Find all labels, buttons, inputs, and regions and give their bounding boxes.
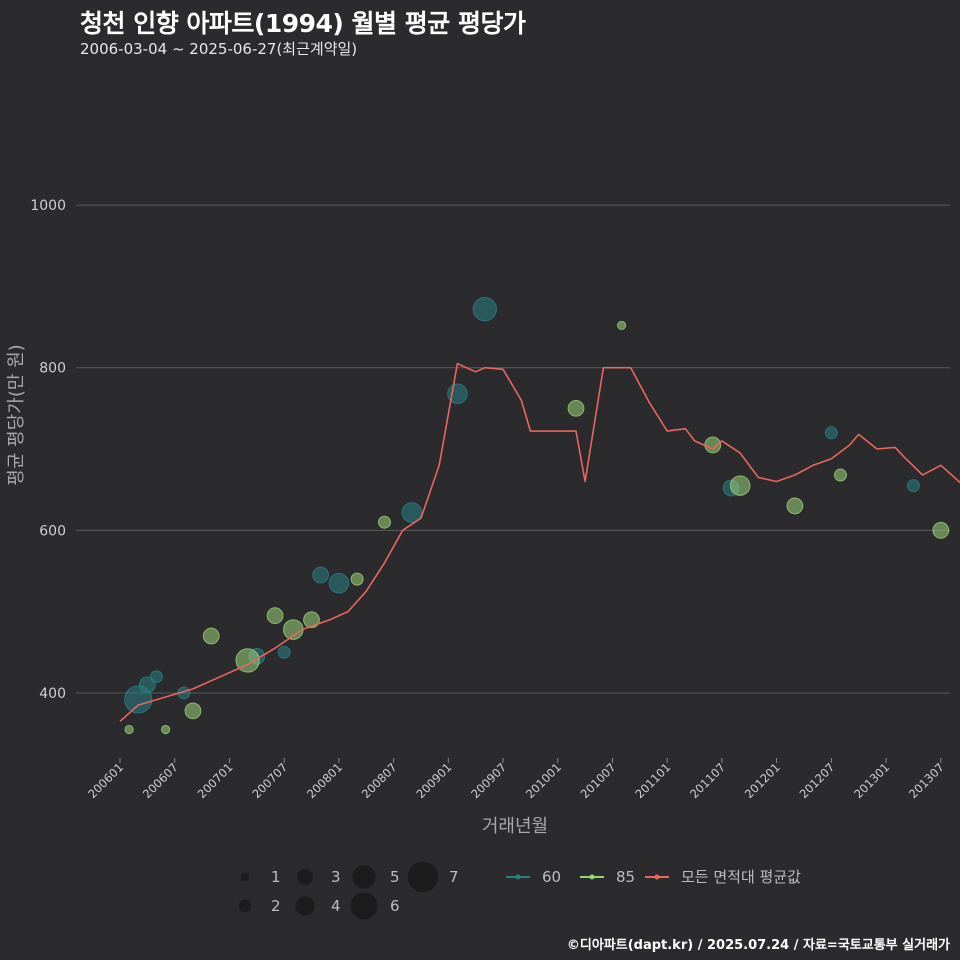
legend-size-label: 4 [331,897,341,915]
grid-lines [76,204,950,694]
point-85 [932,521,950,539]
point-60 [906,479,920,493]
series-60-points [124,296,960,714]
point-85 [617,320,627,331]
x-tick-label: 200601 [85,760,126,801]
x-tick-label: 200607 [140,760,181,801]
x-tick-label: 201007 [578,760,619,801]
point-85 [350,572,364,586]
legend-size-label: 2 [271,897,281,915]
legend-series-label: 85 [616,868,635,886]
point-60 [149,670,163,684]
x-tick-label: 201301 [851,760,892,801]
x-tick-label: 201207 [797,760,838,801]
point-85 [161,724,171,735]
point-85 [729,475,751,496]
point-85 [124,724,134,735]
point-85 [377,515,391,529]
point-85 [202,627,220,645]
legend-series-label: 모든 면적대 평균값 [681,868,801,886]
series-85-points [124,320,950,735]
point-60 [138,676,156,694]
point-85 [303,611,320,629]
legend-size-7 [407,861,439,893]
point-60 [277,645,291,659]
legend: 1 2 3 4 5 6 7 60 85 모든 면적대 평균값 [238,861,801,920]
y-tick-label: 1000 [30,198,66,214]
x-tick-label: 201307 [906,760,947,801]
legend-size-label: 1 [271,868,281,886]
legend-size-5 [352,865,376,889]
x-tick-label: 200801 [304,760,345,801]
average-line-segment [119,362,960,722]
legend-size-4 [295,896,315,916]
legend-series-dot [654,874,660,880]
point-85 [833,468,847,482]
average-line [119,362,960,722]
x-tick-label: 201201 [742,760,783,801]
y-tick-label: 600 [39,523,66,539]
point-60 [312,566,330,584]
legend-size-1 [240,872,250,882]
point-60 [472,296,497,322]
x-tick-label: 201001 [523,760,564,801]
y-tick-label: 800 [39,361,66,377]
legend-size-6 [350,892,378,920]
legend-series-dot [515,874,521,880]
legend-size-3 [296,868,314,886]
point-60 [401,502,423,523]
legend-size-label: 6 [390,897,400,915]
x-tick-label: 200907 [468,760,509,801]
point-60 [824,426,838,440]
point-60 [328,572,350,594]
point-85 [567,399,585,417]
legend-size-2 [238,899,252,913]
x-tick-label: 200901 [413,760,454,801]
point-85 [266,607,284,625]
legend-series-label: 60 [542,868,561,886]
x-tick-label: 201101 [632,760,673,801]
y-tick-label: 400 [39,686,66,702]
source-caption: ©디아파트(dapt.kr) / 2025.07.24 / 자료=국토교통부 실… [566,938,950,953]
legend-size-label: 5 [390,868,400,886]
x-tick-label: 200707 [249,760,290,801]
chart-title: 청천 인향 아파트(1994) 월별 평균 평당가 [80,9,526,38]
chart-subtitle: 2006-03-04 ~ 2025-06-27(최근계약일) [80,40,358,58]
x-tick-label: 200807 [359,760,400,801]
x-tick-label: 201107 [687,760,728,801]
point-85 [184,702,202,720]
y-axis-title: 평균 평당가(만 원) [6,344,27,485]
y-axis-ticks: 400 600 800 1000 [30,198,66,702]
x-axis-title: 거래년월 [482,816,548,837]
point-85 [786,497,804,515]
x-axis-ticks: 200601 200607 200701 200707 200801 200807 2009… [85,758,947,801]
x-tick-label: 200701 [195,760,236,801]
legend-size-label: 3 [331,868,341,886]
legend-size-label: 7 [449,868,459,886]
legend-series-dot [589,874,595,880]
